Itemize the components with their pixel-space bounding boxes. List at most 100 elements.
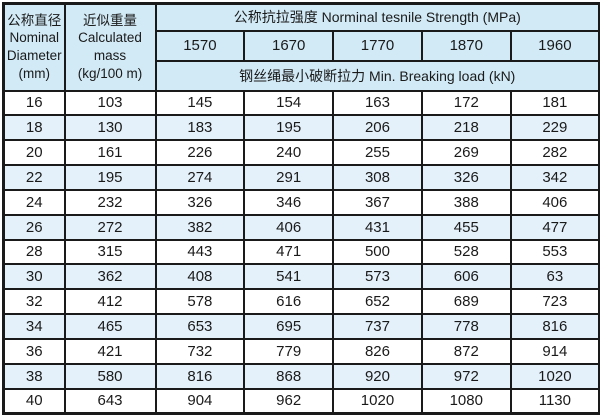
breaking-load-cell: 732 [154,337,246,365]
diameter-cell: 16 [2,89,66,117]
breaking-load-cell: 195 [243,114,335,142]
mass-cell: 272 [63,213,157,241]
breaking-load-cell: 914 [509,337,600,365]
breaking-load-cell: 226 [154,139,246,167]
strength-value-1870: 1870 [420,29,512,62]
diameter-cell: 30 [2,263,66,291]
breaking-load-cell: 826 [332,337,423,365]
breaking-load-cell: 172 [420,89,512,117]
strength-value-1570: 1570 [154,29,246,62]
breaking-load-cell: 1080 [420,387,512,415]
breaking-load-cell: 63 [509,263,600,291]
breaking-load-cell: 1020 [509,362,600,390]
breaking-load-cell: 408 [154,263,246,291]
mass-cell: 465 [63,313,157,340]
diameter-cell: 36 [2,337,66,365]
table-row: 28 315 443 471 500 528 553 [2,238,600,266]
breaking-load-cell: 406 [509,188,600,216]
breaking-load-cell: 471 [243,238,335,266]
table-header: 公称直径 Nominal Diameter (mm) 近似重量 Calculat… [2,2,600,92]
breaking-load-cell: 206 [332,114,423,142]
breaking-load-cell: 872 [420,337,512,365]
diameter-cell: 22 [2,164,66,191]
breaking-load-cell: 342 [509,164,600,191]
tensile-strength-header: 公称抗拉强度 Norminal tesnile Strength (MPa) [154,2,600,32]
table-row: 22 195 274 291 308 326 342 [2,164,600,191]
col-header-mass-en2: mass [93,48,127,64]
col-header-diameter-unit: (mm) [18,66,50,82]
breaking-load-cell: 154 [243,89,335,117]
breaking-load-cell: 163 [332,89,423,117]
breaking-load-cell: 816 [154,362,246,390]
breaking-load-cell: 920 [332,362,423,390]
strength-value-1670: 1670 [243,29,335,62]
breaking-load-cell: 431 [332,213,423,241]
table-row: 18 130 183 195 206 218 229 [2,114,600,142]
header-row-top: 公称直径 Nominal Diameter (mm) 近似重量 Calculat… [2,2,600,92]
diameter-cell: 20 [2,139,66,167]
diameter-cell: 28 [2,238,66,266]
col-header-diameter: 公称直径 Nominal Diameter (mm) [2,2,66,92]
table-row: 36 421 732 779 826 872 914 [2,337,600,365]
table-row: 24 232 326 346 367 388 406 [2,188,600,216]
breaking-load-cell: 972 [420,362,512,390]
breaking-load-cell: 274 [154,164,246,191]
table-row: 16 103 145 154 163 172 181 [2,89,600,117]
breaking-load-cell: 1020 [332,387,423,415]
col-header-mass-unit: (kg/100 m) [77,66,143,82]
diameter-cell: 40 [2,387,66,415]
breaking-load-cell: 616 [243,288,335,316]
table-row: 26 272 382 406 431 455 477 [2,213,600,241]
breaking-load-cell: 255 [332,139,423,167]
breaking-load-cell: 779 [243,337,335,365]
diameter-cell: 34 [2,313,66,340]
table-row: 40 643 904 962 1020 1080 1130 [2,387,600,415]
table-row: 20 161 226 240 255 269 282 [2,139,600,167]
mass-cell: 421 [63,337,157,365]
diameter-cell: 32 [2,288,66,316]
strength-value-1770: 1770 [332,29,423,62]
breaking-load-cell: 528 [420,238,512,266]
breaking-load-cell: 326 [154,188,246,216]
breaking-load-cell: 737 [332,313,423,340]
breaking-load-cell: 500 [332,238,423,266]
breaking-load-cell: 326 [420,164,512,191]
table-body: 16 103 145 154 163 172 181 18 130 183 195 206 218 229… [2,89,600,415]
col-header-diameter-zh: 公称直径 [7,12,62,28]
col-header-mass-zh: 近似重量 [83,12,137,28]
breaking-load-cell: 477 [509,213,600,241]
breaking-load-cell: 183 [154,114,246,142]
col-header-diameter-en2: Diameter [6,48,62,64]
breaking-load-cell: 695 [243,313,335,340]
mass-cell: 643 [63,387,157,415]
breaking-load-cell: 269 [420,139,512,167]
mass-cell: 103 [63,89,157,117]
table-row: 30 362 408 541 573 606 63 [2,263,600,291]
breaking-load-cell: 455 [420,213,512,241]
breaking-load-cell: 573 [332,263,423,291]
breaking-load-header: 钢丝绳最小破断拉力 Min. Breaking load (kN) [154,59,600,92]
breaking-load-cell: 229 [509,114,600,142]
mass-cell: 195 [63,164,157,191]
breaking-load-cell: 652 [332,288,423,316]
mass-cell: 161 [63,139,157,167]
breaking-load-cell: 653 [154,313,246,340]
diameter-cell: 18 [2,114,66,142]
col-header-mass: 近似重量 Calculated mass (kg/100 m) [63,2,157,92]
breaking-load-cell: 1130 [509,387,600,415]
breaking-load-cell: 218 [420,114,512,142]
breaking-load-cell: 578 [154,288,246,316]
mass-cell: 130 [63,114,157,142]
mass-cell: 362 [63,263,157,291]
breaking-load-cell: 145 [154,89,246,117]
breaking-load-cell: 388 [420,188,512,216]
diameter-cell: 24 [2,188,66,216]
breaking-load-cell: 541 [243,263,335,291]
header-row-breaking-load: 钢丝绳最小破断拉力 Min. Breaking load (kN) [4,59,600,92]
breaking-load-cell: 816 [509,313,600,340]
breaking-load-cell: 282 [509,139,600,167]
mass-cell: 580 [63,362,157,390]
mass-cell: 412 [63,288,157,316]
breaking-load-cell: 240 [243,139,335,167]
